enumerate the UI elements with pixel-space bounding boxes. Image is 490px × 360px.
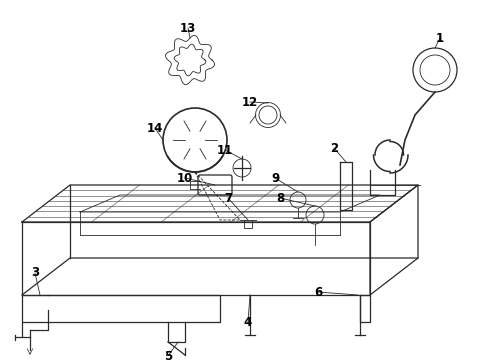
Text: 10: 10 [177,171,193,184]
Text: 6: 6 [314,285,322,298]
Text: 12: 12 [242,95,258,108]
Text: 14: 14 [147,122,163,135]
Text: 8: 8 [276,192,284,204]
Text: 7: 7 [224,192,232,204]
Text: 2: 2 [330,141,338,154]
Text: 3: 3 [31,266,39,279]
Text: 11: 11 [217,144,233,157]
Text: 5: 5 [164,350,172,360]
Text: 1: 1 [436,31,444,45]
Text: 13: 13 [180,22,196,35]
Text: 4: 4 [244,315,252,328]
Text: 9: 9 [271,171,279,184]
